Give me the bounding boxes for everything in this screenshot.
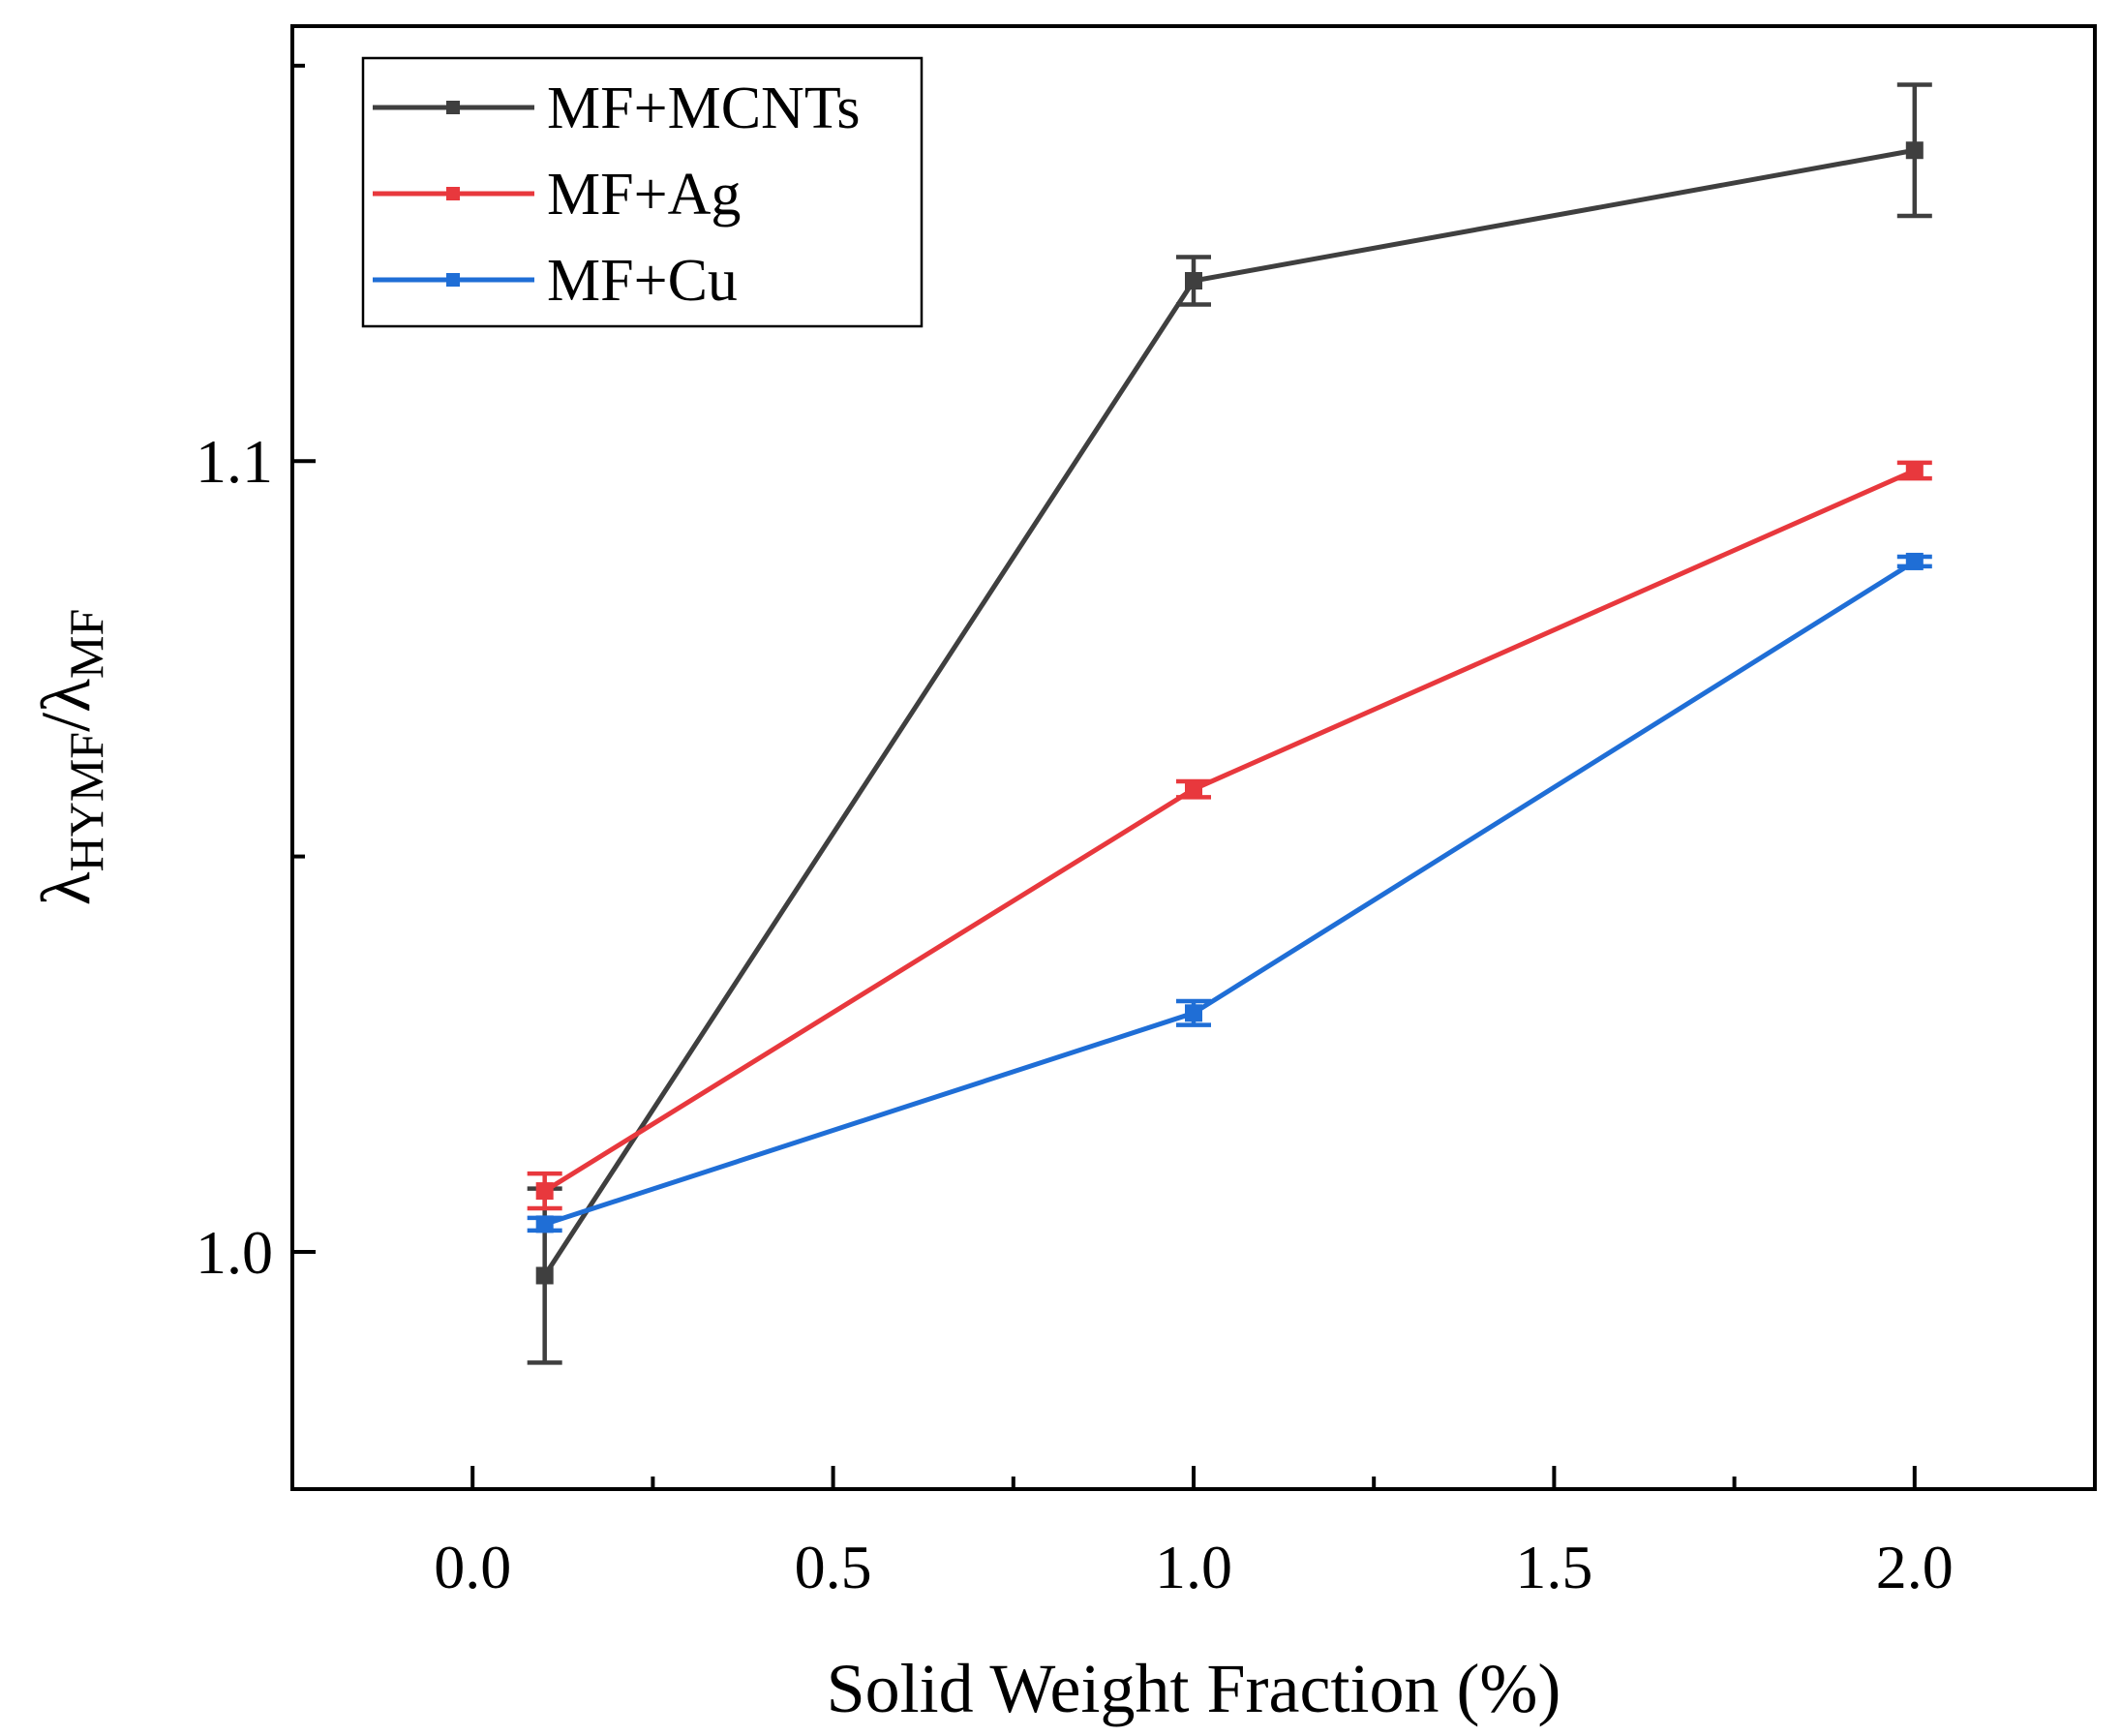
legend: MF+MCNTs MF+Ag MF+Cu <box>361 56 924 328</box>
legend-swatch-marker-mcnts <box>446 101 460 114</box>
series-2 <box>527 552 1932 1233</box>
legend-item-cu: MF+Cu <box>373 248 738 314</box>
y-axis-title: λHYMF/λMF <box>27 609 113 906</box>
series-0 <box>527 82 1932 1365</box>
x-tick-label: 1.5 <box>1515 1533 1592 1601</box>
data-point <box>1185 780 1202 799</box>
legend-swatch-marker-cu <box>446 273 460 287</box>
series-layer <box>527 82 1932 1365</box>
series-1 <box>527 460 1932 1211</box>
data-point <box>535 1266 554 1285</box>
data-point <box>535 1215 554 1233</box>
x-tick-label: 0.5 <box>795 1533 872 1601</box>
data-point <box>1905 141 1924 160</box>
y-tick-label: 1.0 <box>196 1218 273 1287</box>
data-point <box>1185 1004 1202 1022</box>
data-point <box>535 1182 554 1201</box>
legend-label-cu: MF+Cu <box>547 248 738 314</box>
y-axis-title-sub-1: HYMF <box>59 732 113 871</box>
y-axis-title-slash: / <box>27 713 105 732</box>
x-tick-label: 1.0 <box>1155 1533 1232 1601</box>
y-axis-title-sub-2: MF <box>59 609 113 679</box>
data-point <box>1905 552 1924 570</box>
legend-label-mcnts: MF+MCNTs <box>547 76 861 141</box>
legend-item-ag: MF+Ag <box>373 162 741 228</box>
y-axis-title-lambda-2: λ <box>27 679 105 713</box>
y-tick-label: 1.1 <box>196 427 273 496</box>
data-point <box>1905 462 1924 480</box>
legend-label-ag: MF+Ag <box>547 162 741 228</box>
x-tick-label: 2.0 <box>1876 1533 1954 1601</box>
data-point <box>1185 271 1202 289</box>
y-axis-title-lambda-1: λ <box>27 871 105 905</box>
ticks-layer: 0.0 0.5 1.0 1.5 2.0 1.0 1.1 <box>196 63 1954 1601</box>
legend-item-mcnts: MF+MCNTs <box>373 76 861 141</box>
x-tick-label: 0.0 <box>434 1533 511 1601</box>
legend-swatch-marker-ag <box>446 187 460 200</box>
x-axis-title: Solid Weight Fraction (%) <box>827 1650 1561 1727</box>
